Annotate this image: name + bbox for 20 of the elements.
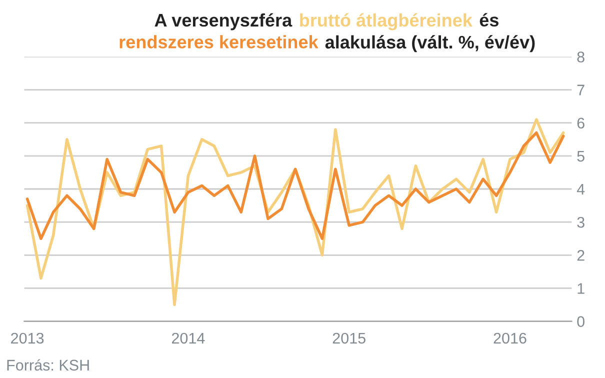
line-series: [26, 131, 565, 240]
text: bruttó átlagbéreinek: [300, 13, 472, 30]
y-tick-label: 7: [577, 84, 584, 96]
y-tick-label: 0: [577, 316, 584, 327]
x-tick-label: 2014: [172, 332, 205, 344]
x-tick-label: 2016: [494, 332, 526, 344]
y-tick-label: 2: [577, 250, 584, 261]
y-tick-label: 4: [576, 184, 585, 195]
chart-title: A versenyszféra: [154, 13, 292, 30]
x-tick-label: 2013: [11, 332, 44, 344]
x-tick-label: 2015: [332, 332, 366, 344]
y-tick-label: 3: [577, 216, 584, 228]
y-tick-label: 6: [577, 118, 584, 129]
text: és: [480, 13, 498, 26]
text: alakulása (vált. %, év/év): [325, 35, 535, 52]
text: rendszeres keresetinek: [120, 35, 318, 48]
y-tick-label: 5: [577, 150, 584, 162]
y-tick-label: 8: [577, 52, 584, 62]
y-tick-label: 1: [578, 283, 584, 294]
text: Forrás: KSH: [7, 359, 89, 371]
